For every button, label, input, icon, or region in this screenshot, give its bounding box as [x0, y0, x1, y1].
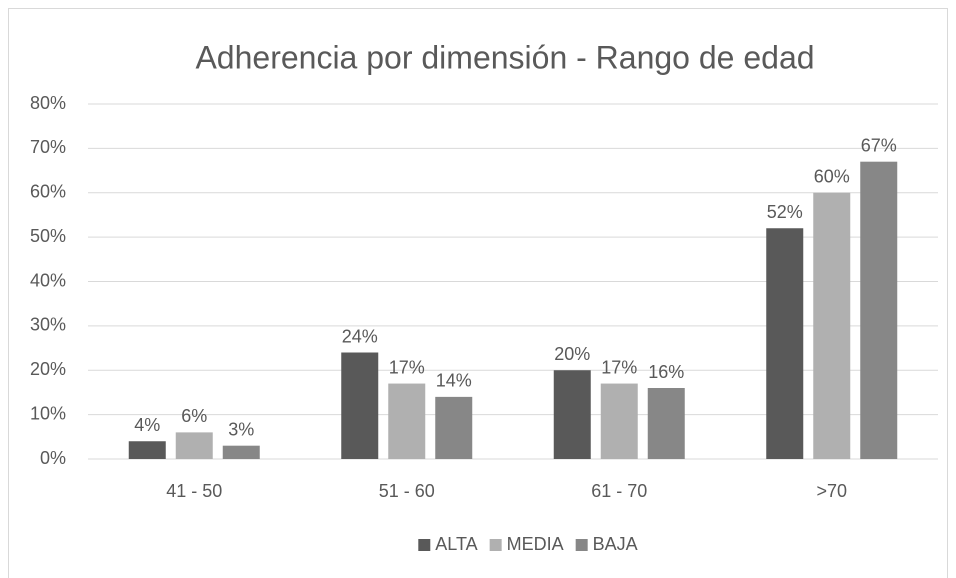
data-label: 17%	[389, 357, 425, 377]
data-label: 20%	[554, 344, 590, 364]
bar	[553, 370, 591, 459]
legend-label: ALTA	[435, 534, 477, 554]
bar	[766, 228, 804, 459]
data-label: 16%	[648, 362, 684, 382]
y-tick-label: 30%	[30, 315, 66, 335]
data-label: 17%	[601, 357, 637, 377]
chart-title: Adherencia por dimensión - Rango de edad	[195, 39, 814, 75]
bar	[388, 383, 426, 459]
data-label: 52%	[767, 202, 803, 222]
bar	[175, 432, 213, 459]
legend-swatch	[489, 539, 502, 551]
bar	[647, 388, 685, 459]
bar	[222, 445, 260, 459]
data-label: 6%	[181, 406, 207, 426]
bar	[813, 192, 851, 459]
y-tick-label: 60%	[30, 182, 66, 202]
data-label: 3%	[228, 419, 254, 439]
y-tick-label: 70%	[30, 137, 66, 157]
chart-border	[8, 8, 948, 578]
y-tick-label: 80%	[30, 93, 66, 113]
y-tick-label: 0%	[40, 448, 66, 468]
bar	[600, 383, 638, 459]
x-tick-label: >70	[816, 481, 847, 501]
x-tick-label: 61 - 70	[591, 481, 647, 501]
data-label: 24%	[342, 326, 378, 346]
y-tick-label: 20%	[30, 359, 66, 379]
data-label: 67%	[861, 135, 897, 155]
y-tick-label: 10%	[30, 403, 66, 423]
bar	[860, 161, 898, 459]
data-label: 14%	[436, 371, 472, 391]
bar	[435, 396, 473, 459]
legend-label: BAJA	[593, 534, 638, 554]
bar	[128, 441, 166, 459]
legend-label: MEDIA	[507, 534, 564, 554]
y-tick-label: 50%	[30, 226, 66, 246]
x-tick-label: 51 - 60	[379, 481, 435, 501]
legend-swatch	[575, 539, 588, 551]
x-tick-label: 41 - 50	[166, 481, 222, 501]
legend-swatch	[418, 539, 431, 551]
y-tick-label: 40%	[30, 270, 66, 290]
bar	[341, 352, 379, 459]
data-label: 60%	[814, 167, 850, 187]
data-label: 4%	[134, 415, 160, 435]
